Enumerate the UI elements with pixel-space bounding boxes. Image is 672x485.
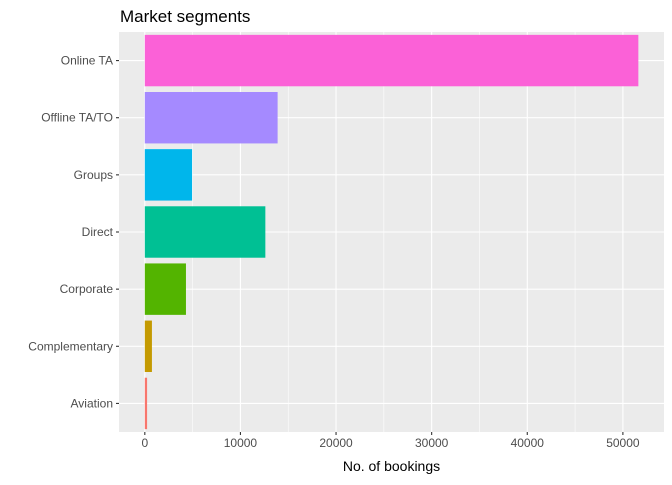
x-tick-label: 0 <box>141 436 148 450</box>
x-axis: 0 10000 20000 30000 40000 50000 <box>141 432 640 450</box>
bar-aviation <box>144 377 148 430</box>
x-tick-label: 50000 <box>606 436 640 450</box>
bars <box>144 34 639 430</box>
bar-groups <box>144 149 193 201</box>
y-tick-label: Corporate <box>60 282 114 296</box>
bar-corporate <box>144 263 186 315</box>
x-tick-label: 30000 <box>415 436 449 450</box>
y-axis: Aviation Complementary Corporate Direct Grou… <box>28 54 119 410</box>
chart-title: Market segments <box>120 7 250 26</box>
y-tick-label: Direct <box>82 225 114 239</box>
major-gridlines <box>119 32 664 432</box>
y-tick-label: Aviation <box>71 396 113 410</box>
bar-direct <box>144 206 266 258</box>
x-axis-title: No. of bookings <box>343 458 440 474</box>
y-tick-label: Online TA <box>61 54 113 68</box>
bar-offline-ta-to <box>144 92 278 144</box>
x-tick-label: 20000 <box>319 436 353 450</box>
y-tick-label: Groups <box>74 168 113 182</box>
bar-complementary <box>144 320 152 372</box>
y-tick-label: Complementary <box>28 339 113 353</box>
bar-online-ta <box>144 34 639 87</box>
x-tick-label: 40000 <box>511 436 545 450</box>
x-tick-label: 10000 <box>224 436 258 450</box>
y-tick-label: Offline TA/TO <box>41 111 113 125</box>
